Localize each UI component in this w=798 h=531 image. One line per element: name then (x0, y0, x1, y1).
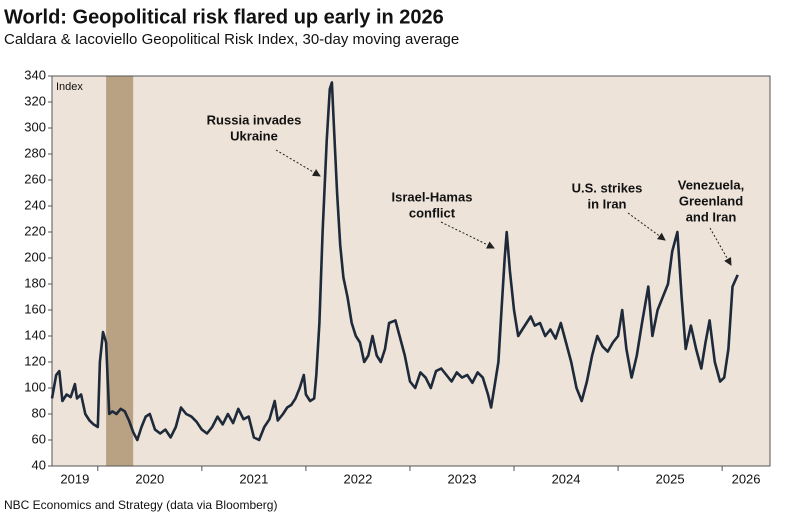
annotation-arrow (709, 227, 732, 266)
y-tick-label: 60 (32, 431, 46, 446)
x-tick-label: 2026 (732, 471, 761, 486)
y-tick-label: 220 (24, 223, 46, 238)
y-tick-label: 240 (24, 197, 46, 212)
x-tick-label: 2025 (656, 471, 685, 486)
x-tick-label: 2024 (552, 471, 581, 486)
x-tick-label: 2019 (60, 471, 89, 486)
annotation: conflict (409, 205, 456, 220)
y-axis-label: Index (56, 81, 83, 93)
y-tick-label: 80 (32, 405, 46, 420)
chart-subtitle: Caldara & Iacoviello Geopolitical Risk I… (4, 31, 459, 48)
annotation: Russia invades (207, 112, 302, 127)
y-tick-label: 200 (24, 249, 46, 264)
y-tick-label: 260 (24, 171, 46, 186)
y-tick-label: 320 (24, 93, 46, 108)
annotation: in Iran (587, 196, 626, 211)
plot-background (52, 76, 770, 466)
annotation: Greenland (679, 193, 743, 208)
y-tick-label: 120 (24, 353, 46, 368)
annotation-arrow (275, 149, 321, 177)
annotation: Venezuela, (678, 177, 744, 192)
annotation: U.S. strikes (572, 180, 643, 195)
recession-shade (106, 76, 134, 466)
y-tick-label: 180 (24, 275, 46, 290)
chart-title: World: Geopolitical risk flared up early… (4, 6, 444, 28)
y-tick-label: 160 (24, 301, 46, 316)
x-tick-label: 2020 (135, 471, 164, 486)
plot-frame (51, 75, 771, 467)
x-tick-label: 2021 (239, 471, 268, 486)
y-tick-label: 140 (24, 327, 46, 342)
y-tick-label: 100 (24, 379, 46, 394)
source-note: NBC Economics and Strategy (data via Blo… (4, 498, 277, 512)
y-tick-label: 340 (24, 67, 46, 82)
annotation: Ukraine (230, 128, 278, 143)
annotation: and Iran (686, 209, 737, 224)
annotation-arrow (440, 221, 495, 249)
y-tick-label: 40 (32, 457, 46, 472)
y-tick-label: 300 (24, 119, 46, 134)
x-tick-label: 2022 (343, 471, 372, 486)
annotation: Israel-Hamas (392, 189, 473, 204)
y-tick-label: 280 (24, 145, 46, 160)
data-line (50, 81, 739, 442)
x-tick-label: 2023 (448, 471, 477, 486)
